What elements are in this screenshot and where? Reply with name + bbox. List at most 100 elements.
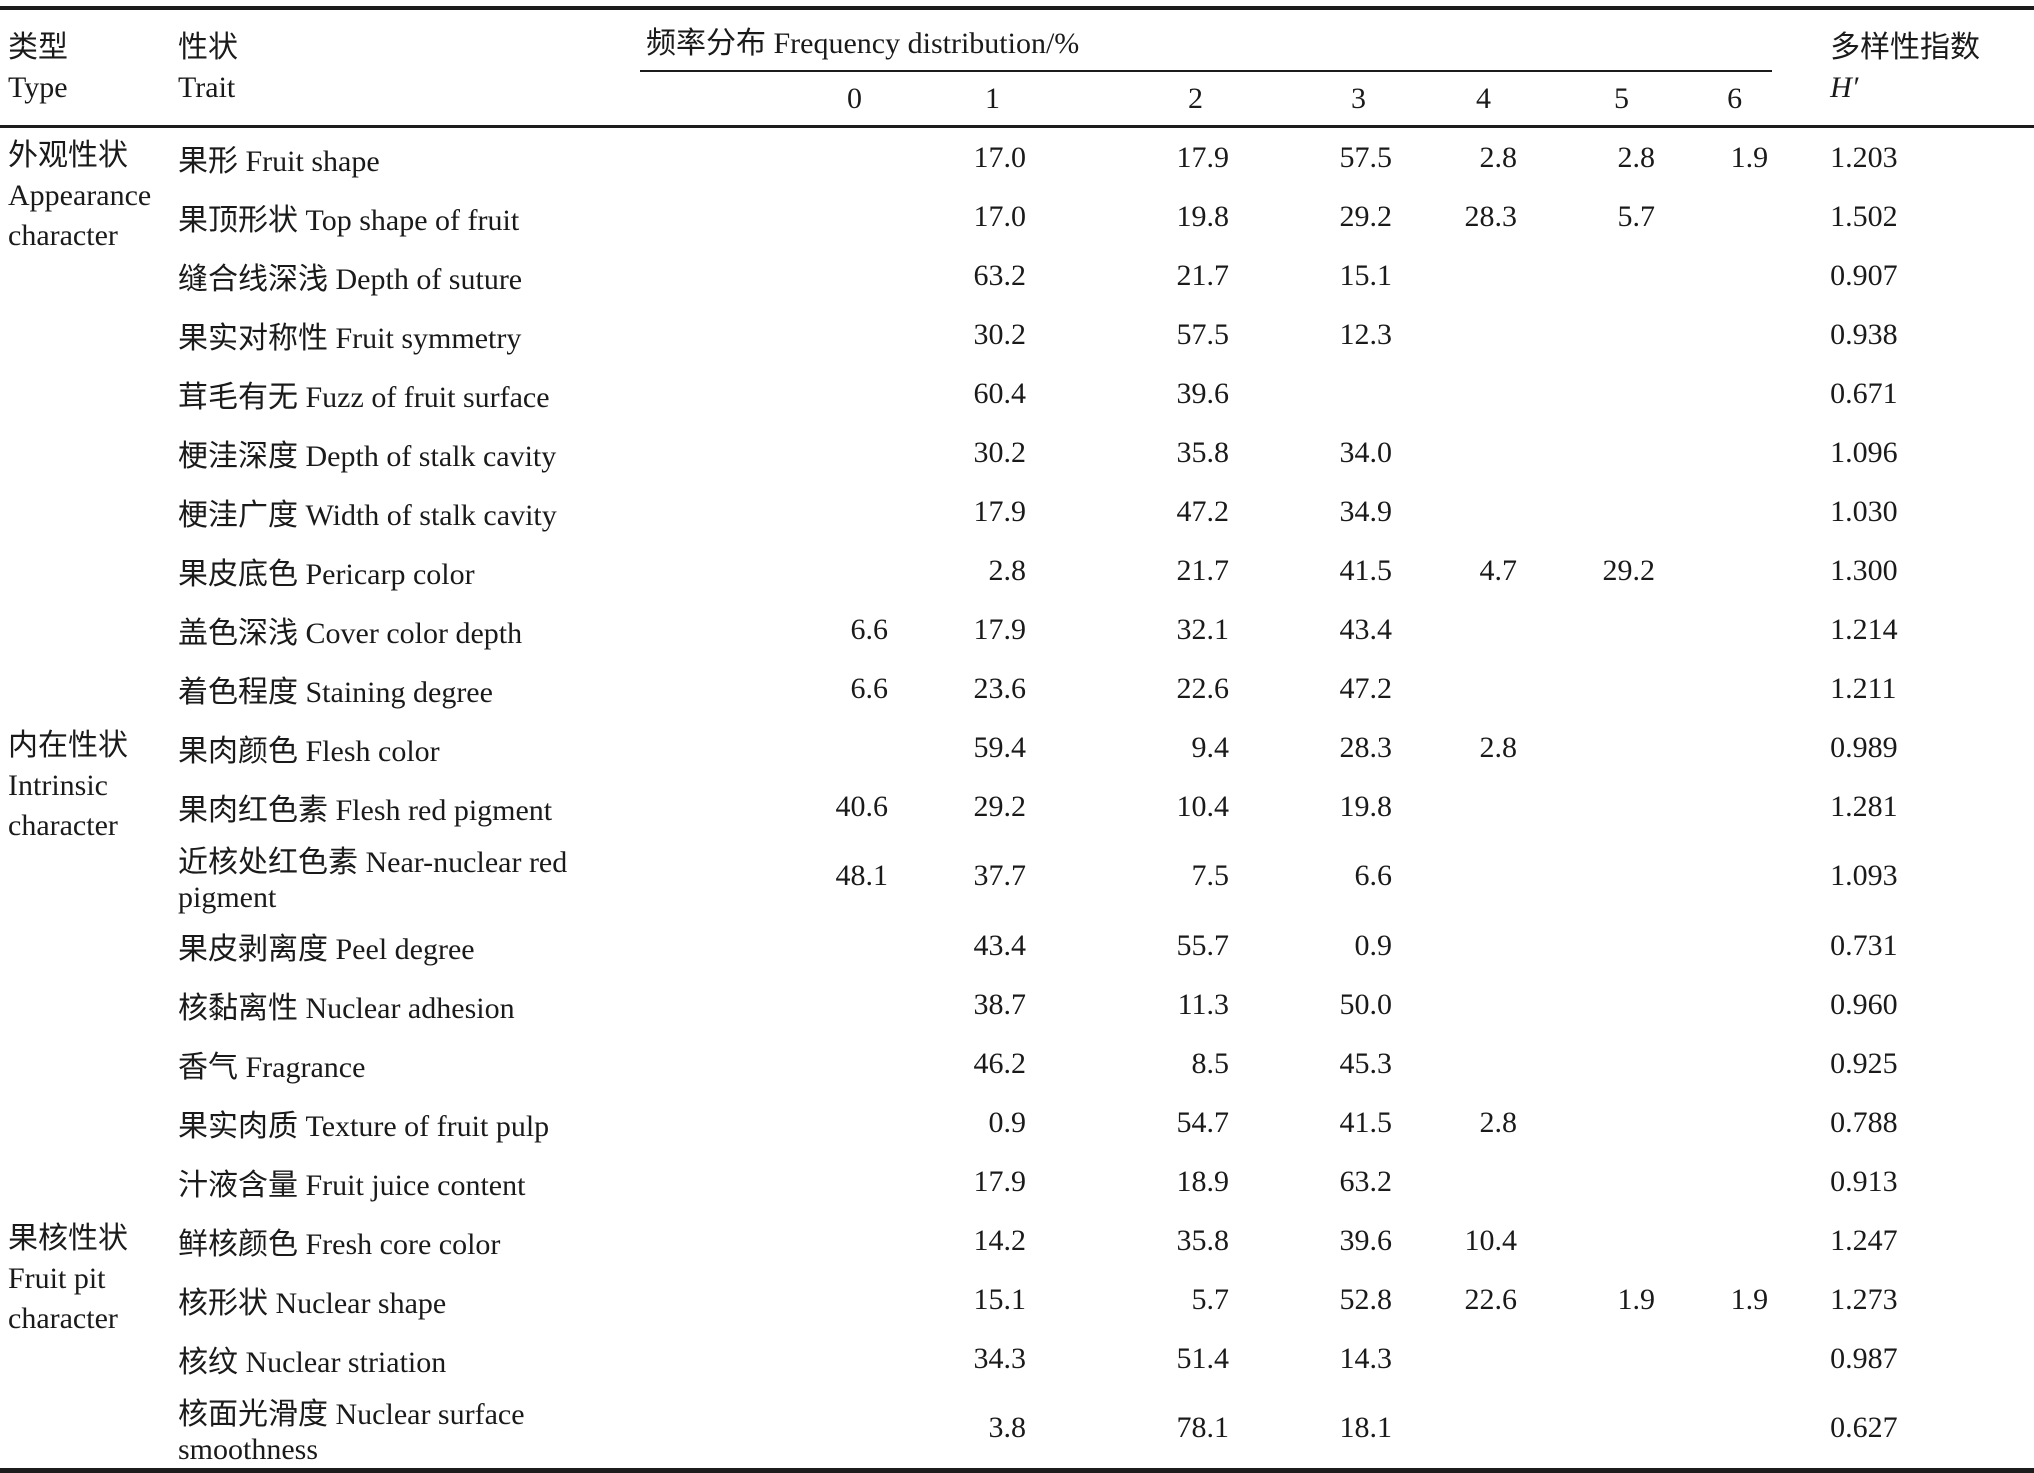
frequency-value-cell: 15.1 bbox=[1339, 258, 1393, 292]
frequency-value-cell bbox=[1396, 975, 1521, 1034]
diversity-index-cell: 1.214 bbox=[1830, 612, 1898, 646]
diversity-index-cell: 1.211 bbox=[1830, 671, 1897, 705]
diversity-index-cell: 0.627 bbox=[1830, 1411, 1898, 1444]
frequency-value-cell: 55.7 bbox=[1176, 928, 1230, 962]
frequency-value-cell: 48.1 bbox=[835, 859, 889, 892]
frequency-value-cell: 1.9 bbox=[1617, 1282, 1656, 1316]
frequency-value-cell: 12.3 bbox=[1339, 317, 1393, 351]
frequency-value-cell bbox=[1659, 364, 1772, 423]
frequency-value-cell bbox=[1521, 1211, 1659, 1270]
col-header-level-2: 2 bbox=[1030, 71, 1233, 128]
frequency-value-cell: 5.7 bbox=[1191, 1282, 1230, 1316]
frequency-value-cell: 43.4 bbox=[973, 928, 1027, 962]
frequency-value-cell bbox=[1659, 1211, 1772, 1270]
table-row: 果皮底色 Pericarp color 2.8 21.7 41.5 4.7 29.2 1.3… bbox=[0, 541, 2034, 600]
frequency-value-cell bbox=[1396, 246, 1521, 305]
frequency-value-cell bbox=[1396, 1034, 1521, 1093]
frequency-value-cell bbox=[1521, 975, 1659, 1034]
frequency-value-cell: 8.5 bbox=[1191, 1046, 1230, 1080]
frequency-value-cell: 17.0 bbox=[973, 140, 1027, 174]
frequency-value-cell bbox=[640, 1211, 892, 1270]
frequency-value-cell bbox=[640, 975, 892, 1034]
frequency-value-cell: 47.2 bbox=[1176, 494, 1230, 528]
type-group-en: Fruit pit character bbox=[8, 1262, 118, 1335]
type-group-cell: 内在性状 Intrinsic character bbox=[0, 718, 170, 1211]
frequency-value-cell: 22.6 bbox=[1464, 1282, 1518, 1316]
col-header-diversity-zh: 多样性指数 bbox=[1830, 30, 1981, 64]
diversity-index-cell: 1.273 bbox=[1830, 1282, 1898, 1316]
frequency-value-cell: 32.1 bbox=[1176, 612, 1230, 646]
header-row-main: 类型 Type 性状 Trait 频率分布 Frequency distribu… bbox=[0, 8, 2034, 128]
trait-cell: 梗洼广度 Width of stalk cavity bbox=[178, 498, 557, 532]
frequency-value-cell bbox=[640, 127, 892, 188]
frequency-value-cell: 29.2 bbox=[1602, 553, 1656, 587]
col-header-type-zh: 类型 bbox=[8, 30, 68, 64]
frequency-value-cell: 29.2 bbox=[1339, 199, 1393, 233]
table-header: 类型 Type 性状 Trait 频率分布 Frequency distribu… bbox=[0, 8, 2034, 128]
trait-cell: 盖色深浅 Cover color depth bbox=[178, 616, 523, 650]
frequency-value-cell: 29.2 bbox=[973, 789, 1027, 823]
trait-cell: 汁液含量 Fruit juice content bbox=[178, 1168, 526, 1202]
header-row-levels: 0 1 2 3 4 5 6 bbox=[0, 71, 2034, 128]
col-header-level-6: 6 bbox=[1659, 71, 1773, 128]
frequency-value-cell: 2.8 bbox=[1617, 140, 1656, 174]
frequency-value-cell bbox=[1659, 777, 1772, 836]
diversity-index-cell: 1.247 bbox=[1830, 1223, 1898, 1257]
frequency-value-cell: 0.9 bbox=[1354, 928, 1393, 962]
frequency-value-cell: 35.8 bbox=[1176, 1223, 1230, 1257]
frequency-value-cell bbox=[1396, 305, 1521, 364]
trait-cell: 核形状 Nuclear shape bbox=[178, 1286, 447, 1320]
frequency-value-cell bbox=[1396, 1388, 1521, 1471]
frequency-value-cell bbox=[640, 364, 892, 423]
col-header-trait: 性状 Trait bbox=[170, 8, 640, 128]
diversity-index-cell: 1.502 bbox=[1830, 199, 1898, 233]
table-body: 外观性状 Appearance character 果形 Fruit shape 17… bbox=[0, 127, 2034, 1471]
diversity-index-cell: 0.960 bbox=[1830, 987, 1898, 1021]
diversity-index-cell: 1.096 bbox=[1830, 435, 1898, 469]
col-header-diversity-index: 多样性指数 H′ bbox=[1772, 8, 2034, 128]
frequency-value-cell: 38.7 bbox=[973, 987, 1027, 1021]
frequency-value-cell bbox=[1659, 836, 1772, 916]
frequency-value-cell bbox=[640, 1093, 892, 1152]
frequency-value-cell: 17.0 bbox=[973, 199, 1027, 233]
frequency-value-cell bbox=[1396, 777, 1521, 836]
frequency-value-cell: 2.8 bbox=[1479, 140, 1518, 174]
table-row: 汁液含量 Fruit juice content 17.9 18.9 63.2 0.91… bbox=[0, 1152, 2034, 1211]
frequency-value-cell bbox=[640, 1270, 892, 1329]
frequency-value-cell bbox=[640, 423, 892, 482]
frequency-value-cell: 17.9 bbox=[973, 612, 1027, 646]
table-row: 内在性状 Intrinsic character 果肉颜色 Flesh color 5… bbox=[0, 718, 2034, 842]
diversity-index-cell: 1.093 bbox=[1830, 859, 1898, 892]
diversity-index-cell: 0.925 bbox=[1830, 1046, 1898, 1080]
frequency-value-cell: 17.9 bbox=[973, 1164, 1027, 1198]
frequency-value-cell bbox=[1659, 1388, 1772, 1471]
trait-cell: 果皮底色 Pericarp color bbox=[178, 557, 475, 591]
col-header-level-5: 5 bbox=[1521, 71, 1659, 128]
diversity-index-cell: 1.300 bbox=[1830, 553, 1898, 587]
frequency-value-cell: 63.2 bbox=[1339, 1164, 1393, 1198]
frequency-value-cell: 35.8 bbox=[1176, 435, 1230, 469]
frequency-value-cell bbox=[1659, 600, 1772, 659]
frequency-value-cell: 30.2 bbox=[973, 435, 1027, 469]
trait-cell: 梗洼深度 Depth of stalk cavity bbox=[178, 439, 557, 473]
frequency-value-cell bbox=[1521, 305, 1659, 364]
frequency-value-cell: 37.7 bbox=[973, 859, 1027, 892]
table-row: 核纹 Nuclear striation 34.3 51.4 14.3 0.987 bbox=[0, 1329, 2034, 1388]
frequency-value-cell: 6.6 bbox=[850, 671, 889, 705]
type-group-cell: 果核性状 Fruit pit character bbox=[0, 1211, 170, 1471]
frequency-value-cell bbox=[640, 1152, 892, 1211]
frequency-value-cell: 1.9 bbox=[1730, 140, 1769, 174]
type-group-en: Intrinsic character bbox=[8, 769, 118, 842]
frequency-value-cell: 17.9 bbox=[973, 494, 1027, 528]
trait-cell: 鲜核颜色 Fresh core color bbox=[178, 1227, 501, 1261]
frequency-value-cell: 59.4 bbox=[973, 730, 1027, 764]
col-header-level-3: 3 bbox=[1233, 71, 1396, 128]
frequency-value-cell bbox=[1659, 541, 1772, 600]
type-group-zh: 内在性状 bbox=[8, 729, 128, 762]
col-header-level-4: 4 bbox=[1396, 71, 1521, 128]
trait-cell: 果实肉质 Texture of fruit pulp bbox=[178, 1109, 550, 1143]
trait-cell: 果皮剥离度 Peel degree bbox=[178, 932, 475, 966]
frequency-value-cell: 6.6 bbox=[1354, 859, 1393, 892]
trait-cell: 近核处红色素 Near-nuclear red pigment bbox=[178, 846, 568, 914]
table-row: 盖色深浅 Cover color depth 6.6 17.9 32.1 43.4 1.2… bbox=[0, 600, 2034, 659]
